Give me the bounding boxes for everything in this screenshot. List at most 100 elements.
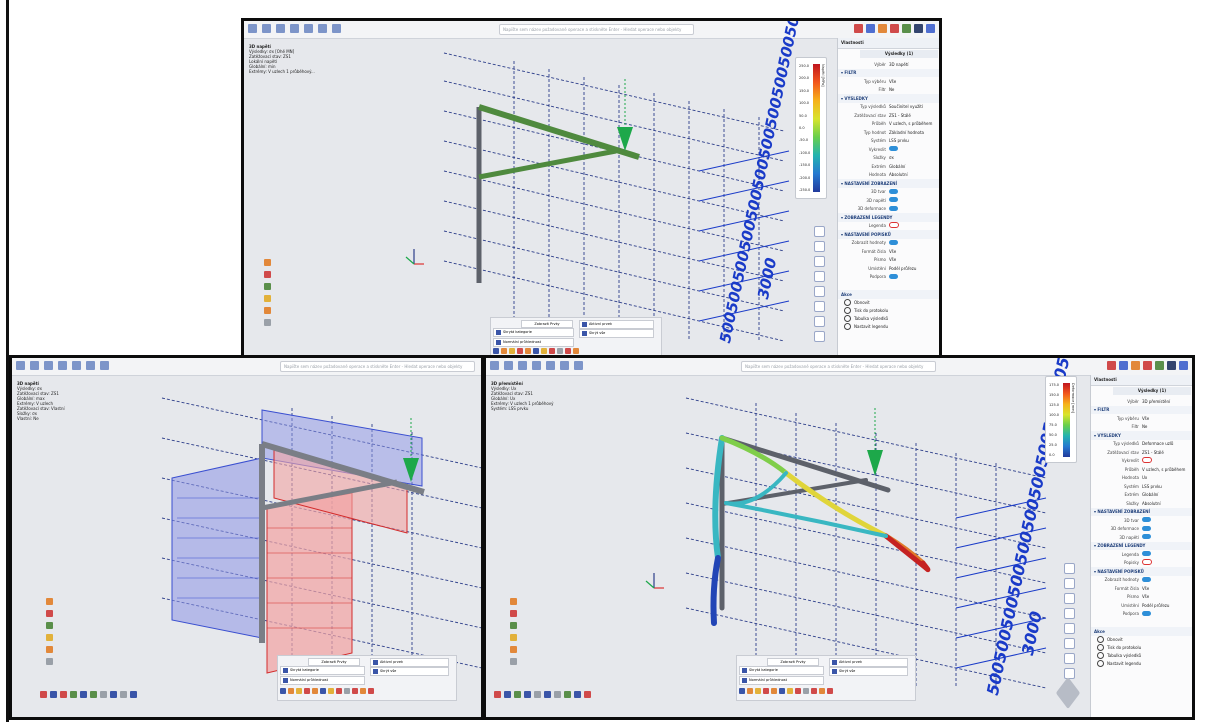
- frame-structure[interactable]: [476, 104, 640, 283]
- property-value[interactable]: [1141, 610, 1192, 617]
- ribbon-icon[interactable]: [763, 688, 769, 694]
- mode-icon[interactable]: [524, 691, 531, 698]
- ribbon-tab[interactable]: Zobrazit Prvky: [767, 658, 819, 666]
- ribbon-option[interactable]: Skrytá kategorie: [739, 666, 824, 675]
- toggle-switch[interactable]: [888, 146, 898, 152]
- mode-icon[interactable]: [40, 691, 47, 698]
- property-value[interactable]: V uzlech, s průběhem: [1141, 466, 1186, 472]
- ribbon-icon[interactable]: [312, 688, 318, 694]
- mode-icon[interactable]: [554, 691, 561, 698]
- tools-icon[interactable]: [518, 361, 527, 370]
- support-tool-icon[interactable]: [264, 283, 271, 290]
- rotate-icon[interactable]: [1064, 593, 1075, 604]
- mode-icon[interactable]: [514, 691, 521, 698]
- ribbon-option[interactable]: Skrýt vše: [579, 329, 654, 338]
- property-section-header[interactable]: ▾ FILTR: [838, 68, 939, 77]
- ribbon-icon[interactable]: [368, 688, 374, 694]
- ribbon-icon[interactable]: [811, 688, 817, 694]
- property-section-header[interactable]: ▾ NASTAVENÍ ZOBRAZENÍ: [1091, 507, 1192, 516]
- open-file-icon[interactable]: [504, 361, 513, 370]
- ribbon-option[interactable]: Skrytá kategorie: [493, 328, 574, 337]
- mode-icon[interactable]: [534, 691, 541, 698]
- ribbon-icon[interactable]: [517, 348, 523, 354]
- fit-icon[interactable]: [1064, 608, 1075, 619]
- ribbon-icon[interactable]: [739, 688, 745, 694]
- mode-icon[interactable]: [584, 691, 591, 698]
- ribbon-tab[interactable]: Zobrazit Prvky: [308, 658, 360, 666]
- property-section-header[interactable]: ▾ VÝSLEDKY: [838, 94, 939, 103]
- member-tool-icon[interactable]: [46, 610, 53, 617]
- view-front-icon[interactable]: [814, 286, 825, 297]
- property-value[interactable]: 3D napětí: [888, 61, 909, 67]
- ribbon-icon[interactable]: [573, 348, 579, 354]
- property-value[interactable]: Podél průřezu: [888, 265, 917, 271]
- display-icon[interactable]: [1107, 361, 1116, 370]
- ribbon-icon[interactable]: [328, 688, 334, 694]
- property-value[interactable]: Součinitel využití: [888, 104, 923, 110]
- ribbon-icon[interactable]: [795, 688, 801, 694]
- property-value[interactable]: ZS1 - Stálé: [888, 112, 911, 118]
- property-value[interactable]: Vše: [888, 248, 897, 254]
- ribbon-icon[interactable]: [525, 348, 531, 354]
- zoom-icon[interactable]: [1064, 563, 1075, 574]
- ribbon-option[interactable]: Aktivní prvek: [370, 658, 449, 667]
- settings-icon[interactable]: [878, 24, 887, 33]
- settings-icon[interactable]: [1131, 361, 1140, 370]
- member-tool-icon[interactable]: [510, 610, 517, 617]
- view-icon[interactable]: [58, 361, 67, 370]
- property-value[interactable]: Vše: [888, 257, 897, 263]
- ribbon-option[interactable]: Normální průhlednost: [493, 338, 574, 347]
- search-input[interactable]: Napište sem název požadované operace a s…: [741, 361, 936, 372]
- member-tool-icon[interactable]: [264, 271, 271, 278]
- property-section-header[interactable]: ▾ NASTAVENÍ ZOBRAZENÍ: [838, 179, 939, 188]
- mode-icon[interactable]: [70, 691, 77, 698]
- layout-icon[interactable]: [914, 24, 923, 33]
- property-section-header[interactable]: ▾ ZOBRAZENÍ LEGENDY: [1091, 541, 1192, 550]
- action-legend[interactable]: Nastavit legendu: [838, 323, 939, 331]
- toggle-switch[interactable]: [1141, 457, 1152, 464]
- property-value[interactable]: Vše: [1141, 594, 1150, 600]
- mode-icon[interactable]: [564, 691, 571, 698]
- undo-icon[interactable]: [72, 361, 81, 370]
- property-value[interactable]: [888, 197, 939, 203]
- ribbon-icon[interactable]: [827, 688, 833, 694]
- mode-icon[interactable]: [130, 691, 137, 698]
- view-top-icon[interactable]: [814, 316, 825, 327]
- new-file-icon[interactable]: [490, 361, 499, 370]
- property-value[interactable]: [888, 239, 939, 246]
- property-value[interactable]: Ne: [888, 87, 895, 93]
- ribbon-icon[interactable]: [771, 688, 777, 694]
- new-file-icon[interactable]: [16, 361, 25, 370]
- mode-icon[interactable]: [504, 691, 511, 698]
- action-table[interactable]: Tabulka výsledků: [1091, 652, 1192, 660]
- view-side-icon[interactable]: [1064, 638, 1075, 649]
- action-print[interactable]: Tisk do protokolu: [1091, 644, 1192, 652]
- ribbon-icon[interactable]: [288, 688, 294, 694]
- ribbon-icon[interactable]: [755, 688, 761, 694]
- ribbon-icon[interactable]: [296, 688, 302, 694]
- property-value[interactable]: [888, 222, 939, 229]
- layout-icon[interactable]: [1167, 361, 1176, 370]
- ribbon-option[interactable]: Skrýt vše: [370, 667, 449, 676]
- render-icon[interactable]: [1119, 361, 1128, 370]
- ribbon-icon[interactable]: [549, 348, 555, 354]
- user-icon[interactable]: [1179, 361, 1188, 370]
- support-tool-icon[interactable]: [46, 622, 53, 629]
- property-value[interactable]: [1141, 576, 1192, 583]
- mode-icon[interactable]: [90, 691, 97, 698]
- ribbon-tab[interactable]: Zobrazit Prvky: [521, 320, 573, 328]
- ribbon-icon[interactable]: [320, 688, 326, 694]
- toggle-switch[interactable]: [888, 239, 898, 245]
- property-value[interactable]: Globální: [888, 163, 906, 169]
- ribbon-icon[interactable]: [533, 348, 539, 354]
- arc-tool-icon[interactable]: [264, 307, 271, 314]
- property-value[interactable]: Základní hodnota: [888, 129, 924, 135]
- grid-icon[interactable]: [1155, 361, 1164, 370]
- ribbon-icon[interactable]: [779, 688, 785, 694]
- property-value[interactable]: [1141, 517, 1192, 523]
- ribbon-option[interactable]: Skrýt vše: [829, 667, 908, 676]
- undo-icon[interactable]: [304, 24, 313, 33]
- search-input[interactable]: Napište sem název požadované operace a s…: [499, 24, 694, 35]
- user-icon[interactable]: [926, 24, 935, 33]
- model-viewport[interactable]: [244, 21, 942, 358]
